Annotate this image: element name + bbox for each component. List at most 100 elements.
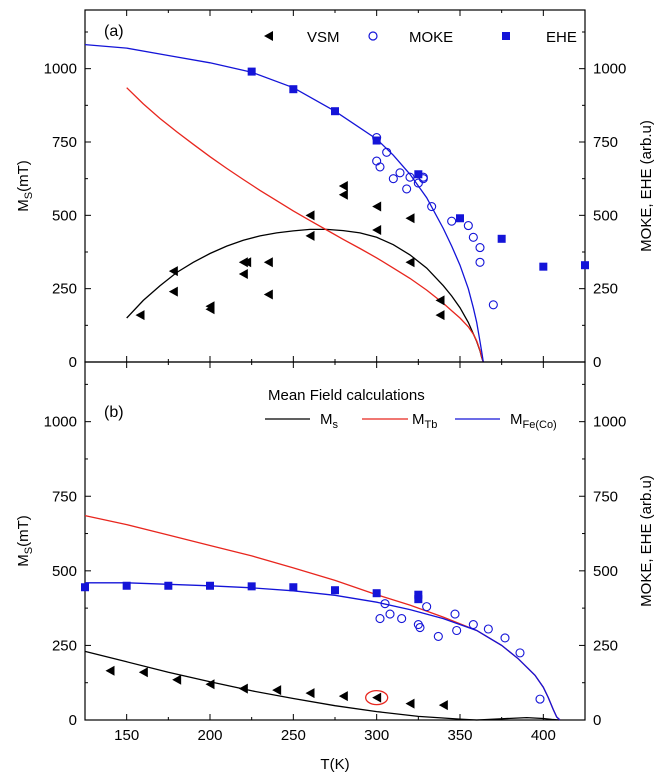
- vsm-point: [372, 692, 382, 703]
- moke-point: [475, 243, 485, 253]
- plot-frame-a: [84, 9, 586, 363]
- moke-point: [397, 614, 407, 624]
- ehe-point: [289, 85, 298, 94]
- vsm-point: [338, 189, 348, 200]
- ehe-point: [581, 261, 589, 270]
- moke-point: [433, 631, 443, 642]
- moke-point: [380, 599, 390, 609]
- model-curve: [84, 43, 484, 363]
- vsm-point: [438, 700, 448, 711]
- vsm-point: [168, 266, 178, 277]
- y-tick-label-left: 250: [52, 281, 77, 298]
- ehe-point: [247, 67, 256, 76]
- ehe-point: [81, 583, 89, 592]
- y-tick-label-left: 500: [52, 207, 77, 224]
- ehe-point: [456, 214, 464, 223]
- moke-point: [388, 174, 398, 184]
- ehe-point: [414, 590, 423, 599]
- vsm-point: [205, 679, 215, 690]
- moke-point: [402, 184, 412, 194]
- vsm-point: [405, 213, 415, 224]
- moke-point: [463, 221, 473, 231]
- y-tick-label-left: 1000: [44, 414, 77, 431]
- legend-label-moke: MOKE: [409, 29, 453, 46]
- y-tick-label-left: 1000: [44, 61, 77, 78]
- model-curve: [84, 650, 561, 721]
- legend-marker-ehe: [502, 32, 510, 40]
- x-tick-label: 250: [281, 727, 306, 744]
- ehe-point: [164, 581, 173, 590]
- vsm-point: [305, 230, 315, 241]
- x-tick-label: 200: [197, 727, 222, 744]
- x-tick-label: 300: [364, 727, 389, 744]
- vsm-point: [105, 665, 115, 676]
- moke-point: [488, 300, 498, 310]
- panel-a: 0 0 250 250 500 500 750 750 1000 1000 (a) VSM MOK…: [15, 9, 655, 371]
- y-axis-title-left-a: MS(mT): [15, 160, 35, 212]
- vsm-point: [305, 688, 315, 699]
- legend-label-mtb: MTb: [412, 411, 437, 431]
- y-tick-label-right: 0: [593, 354, 601, 371]
- moke-point: [452, 625, 462, 636]
- moke-point: [375, 614, 385, 624]
- moke-point: [418, 174, 428, 184]
- ehe-point: [372, 589, 381, 598]
- ehe-point: [206, 581, 214, 590]
- y-axis-title-left-b: MS(mT): [15, 515, 35, 567]
- legend-label-ms: Ms: [320, 411, 339, 431]
- vsm-point: [263, 289, 273, 300]
- vsm-point: [405, 698, 415, 709]
- moke-point: [422, 602, 432, 612]
- vsm-point: [168, 286, 178, 297]
- moke-point: [535, 694, 545, 704]
- x-axis-title: T(K): [320, 756, 349, 773]
- moke-point: [447, 216, 457, 226]
- vsm-point: [372, 201, 382, 212]
- curves-b: [84, 514, 561, 721]
- vsm-point: [138, 667, 148, 678]
- curves-a: [84, 43, 484, 363]
- moke-point: [468, 232, 478, 242]
- y-tick-label-right: 750: [593, 134, 618, 151]
- legend-title-b: Mean Field calculations: [268, 387, 425, 404]
- legend-b: Mean Field calculations Ms MTb MFe(Co): [265, 387, 557, 431]
- vsm-point: [242, 257, 252, 268]
- model-curve: [126, 228, 484, 363]
- moke-point: [475, 257, 485, 267]
- vsm-point: [338, 691, 348, 702]
- vsm-point: [238, 269, 248, 279]
- legend-label-vsm: VSM: [307, 29, 340, 46]
- vsm-point: [305, 210, 315, 221]
- model-curve: [84, 514, 561, 721]
- legend-marker-moke: [368, 31, 378, 41]
- legend-marker-vsm: [264, 31, 273, 41]
- highlight-ellipse: [365, 689, 389, 706]
- ehe-point: [247, 582, 256, 591]
- model-curve: [126, 87, 484, 363]
- vsm-point: [272, 685, 282, 696]
- y-tick-label-left: 250: [52, 637, 77, 654]
- y-axis-title-right-b: MOKE, EHE (arb.u): [638, 475, 655, 607]
- vsm-point: [372, 225, 382, 235]
- legend-a: VSM MOKE EHE: [264, 29, 577, 46]
- ehe-point: [414, 170, 423, 179]
- moke-point: [483, 624, 493, 634]
- moke-point: [468, 619, 478, 630]
- y-tick-label-left: 0: [69, 354, 77, 371]
- y-tick-label-right: 250: [593, 281, 618, 298]
- y-tick-label-left: 750: [52, 134, 77, 151]
- vsm-point: [135, 310, 145, 321]
- x-tick-label: 400: [531, 727, 556, 744]
- moke-point: [415, 622, 425, 633]
- ehe-point: [539, 262, 548, 271]
- y-tick-label-right: 750: [593, 488, 618, 505]
- y-tick-label-right: 1000: [593, 61, 626, 78]
- moke-point: [375, 162, 385, 172]
- moke-point: [382, 147, 392, 157]
- vsm-point: [172, 674, 182, 685]
- y-tick-label-right: 0: [593, 712, 601, 729]
- y-tick-label-right: 500: [593, 563, 618, 580]
- ehe-point: [414, 595, 423, 604]
- vsm-point: [338, 181, 348, 191]
- y-tick-label-left: 500: [52, 563, 77, 580]
